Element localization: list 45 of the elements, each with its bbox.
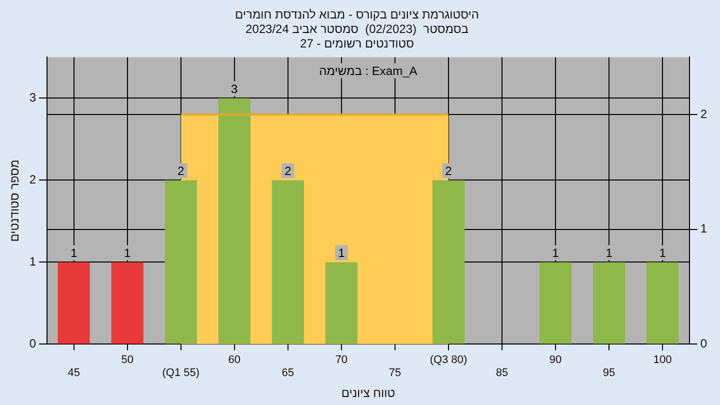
data-label: 1 bbox=[606, 246, 613, 260]
y-tick-label: 2 bbox=[29, 172, 36, 187]
y-axis-title: מספר סטודנטים bbox=[8, 160, 22, 242]
y-tick-label: 1 bbox=[29, 254, 36, 269]
text: בסמסטר (02/2023) סמסטר אביב 2023/24 bbox=[246, 22, 468, 36]
bar bbox=[646, 262, 679, 344]
data-label: 1 bbox=[124, 246, 132, 260]
y2-tick-label: 2 bbox=[700, 106, 708, 121]
data-label: 1 bbox=[659, 246, 666, 260]
bar bbox=[432, 180, 465, 344]
x-tick-label: (Q1 55) bbox=[162, 367, 200, 380]
text: היסטוגרמת ציונים בקורס - מבוא להנדסת חומרים bbox=[235, 8, 479, 22]
data-label: 2 bbox=[178, 164, 185, 178]
x-axis-title: טווח ציונים bbox=[341, 386, 396, 400]
y-tick-label: 0 bbox=[29, 336, 36, 351]
y-tick-label: 3 bbox=[29, 90, 36, 105]
bar bbox=[111, 262, 144, 344]
y2-tick-label: 1 bbox=[700, 222, 708, 236]
x-tick-label: 100 bbox=[653, 354, 672, 366]
bar bbox=[539, 262, 572, 344]
bar bbox=[592, 262, 626, 344]
x-tick-label: (Q3 80) bbox=[430, 354, 468, 366]
y2-tick-label: 0 bbox=[700, 336, 708, 351]
bar bbox=[218, 98, 250, 344]
x-tick-label: 95 bbox=[602, 367, 616, 380]
data-label: 2 bbox=[284, 164, 292, 178]
x-tick-label: 50 bbox=[121, 354, 134, 366]
bar bbox=[58, 262, 90, 344]
x-tick-label: 60 bbox=[228, 354, 241, 366]
bar bbox=[164, 180, 197, 344]
x-tick-label: 85 bbox=[496, 367, 508, 380]
x-tick-label: 45 bbox=[68, 367, 80, 380]
x-tick-label: 90 bbox=[549, 354, 562, 366]
data-label: 2 bbox=[445, 164, 452, 178]
x-tick-label: 75 bbox=[388, 367, 402, 380]
annotation: במשימה : Exam_A bbox=[319, 64, 418, 78]
text: סטודנטים רשומים - 27 bbox=[300, 36, 414, 50]
bar bbox=[272, 180, 304, 344]
x-tick-label: 70 bbox=[335, 354, 348, 366]
data-label: 1 bbox=[70, 246, 78, 260]
bar bbox=[325, 262, 358, 344]
data-label: 3 bbox=[231, 82, 238, 96]
x-tick-label: 65 bbox=[282, 367, 294, 380]
data-label: 1 bbox=[552, 246, 560, 260]
data-label: 1 bbox=[338, 246, 346, 260]
